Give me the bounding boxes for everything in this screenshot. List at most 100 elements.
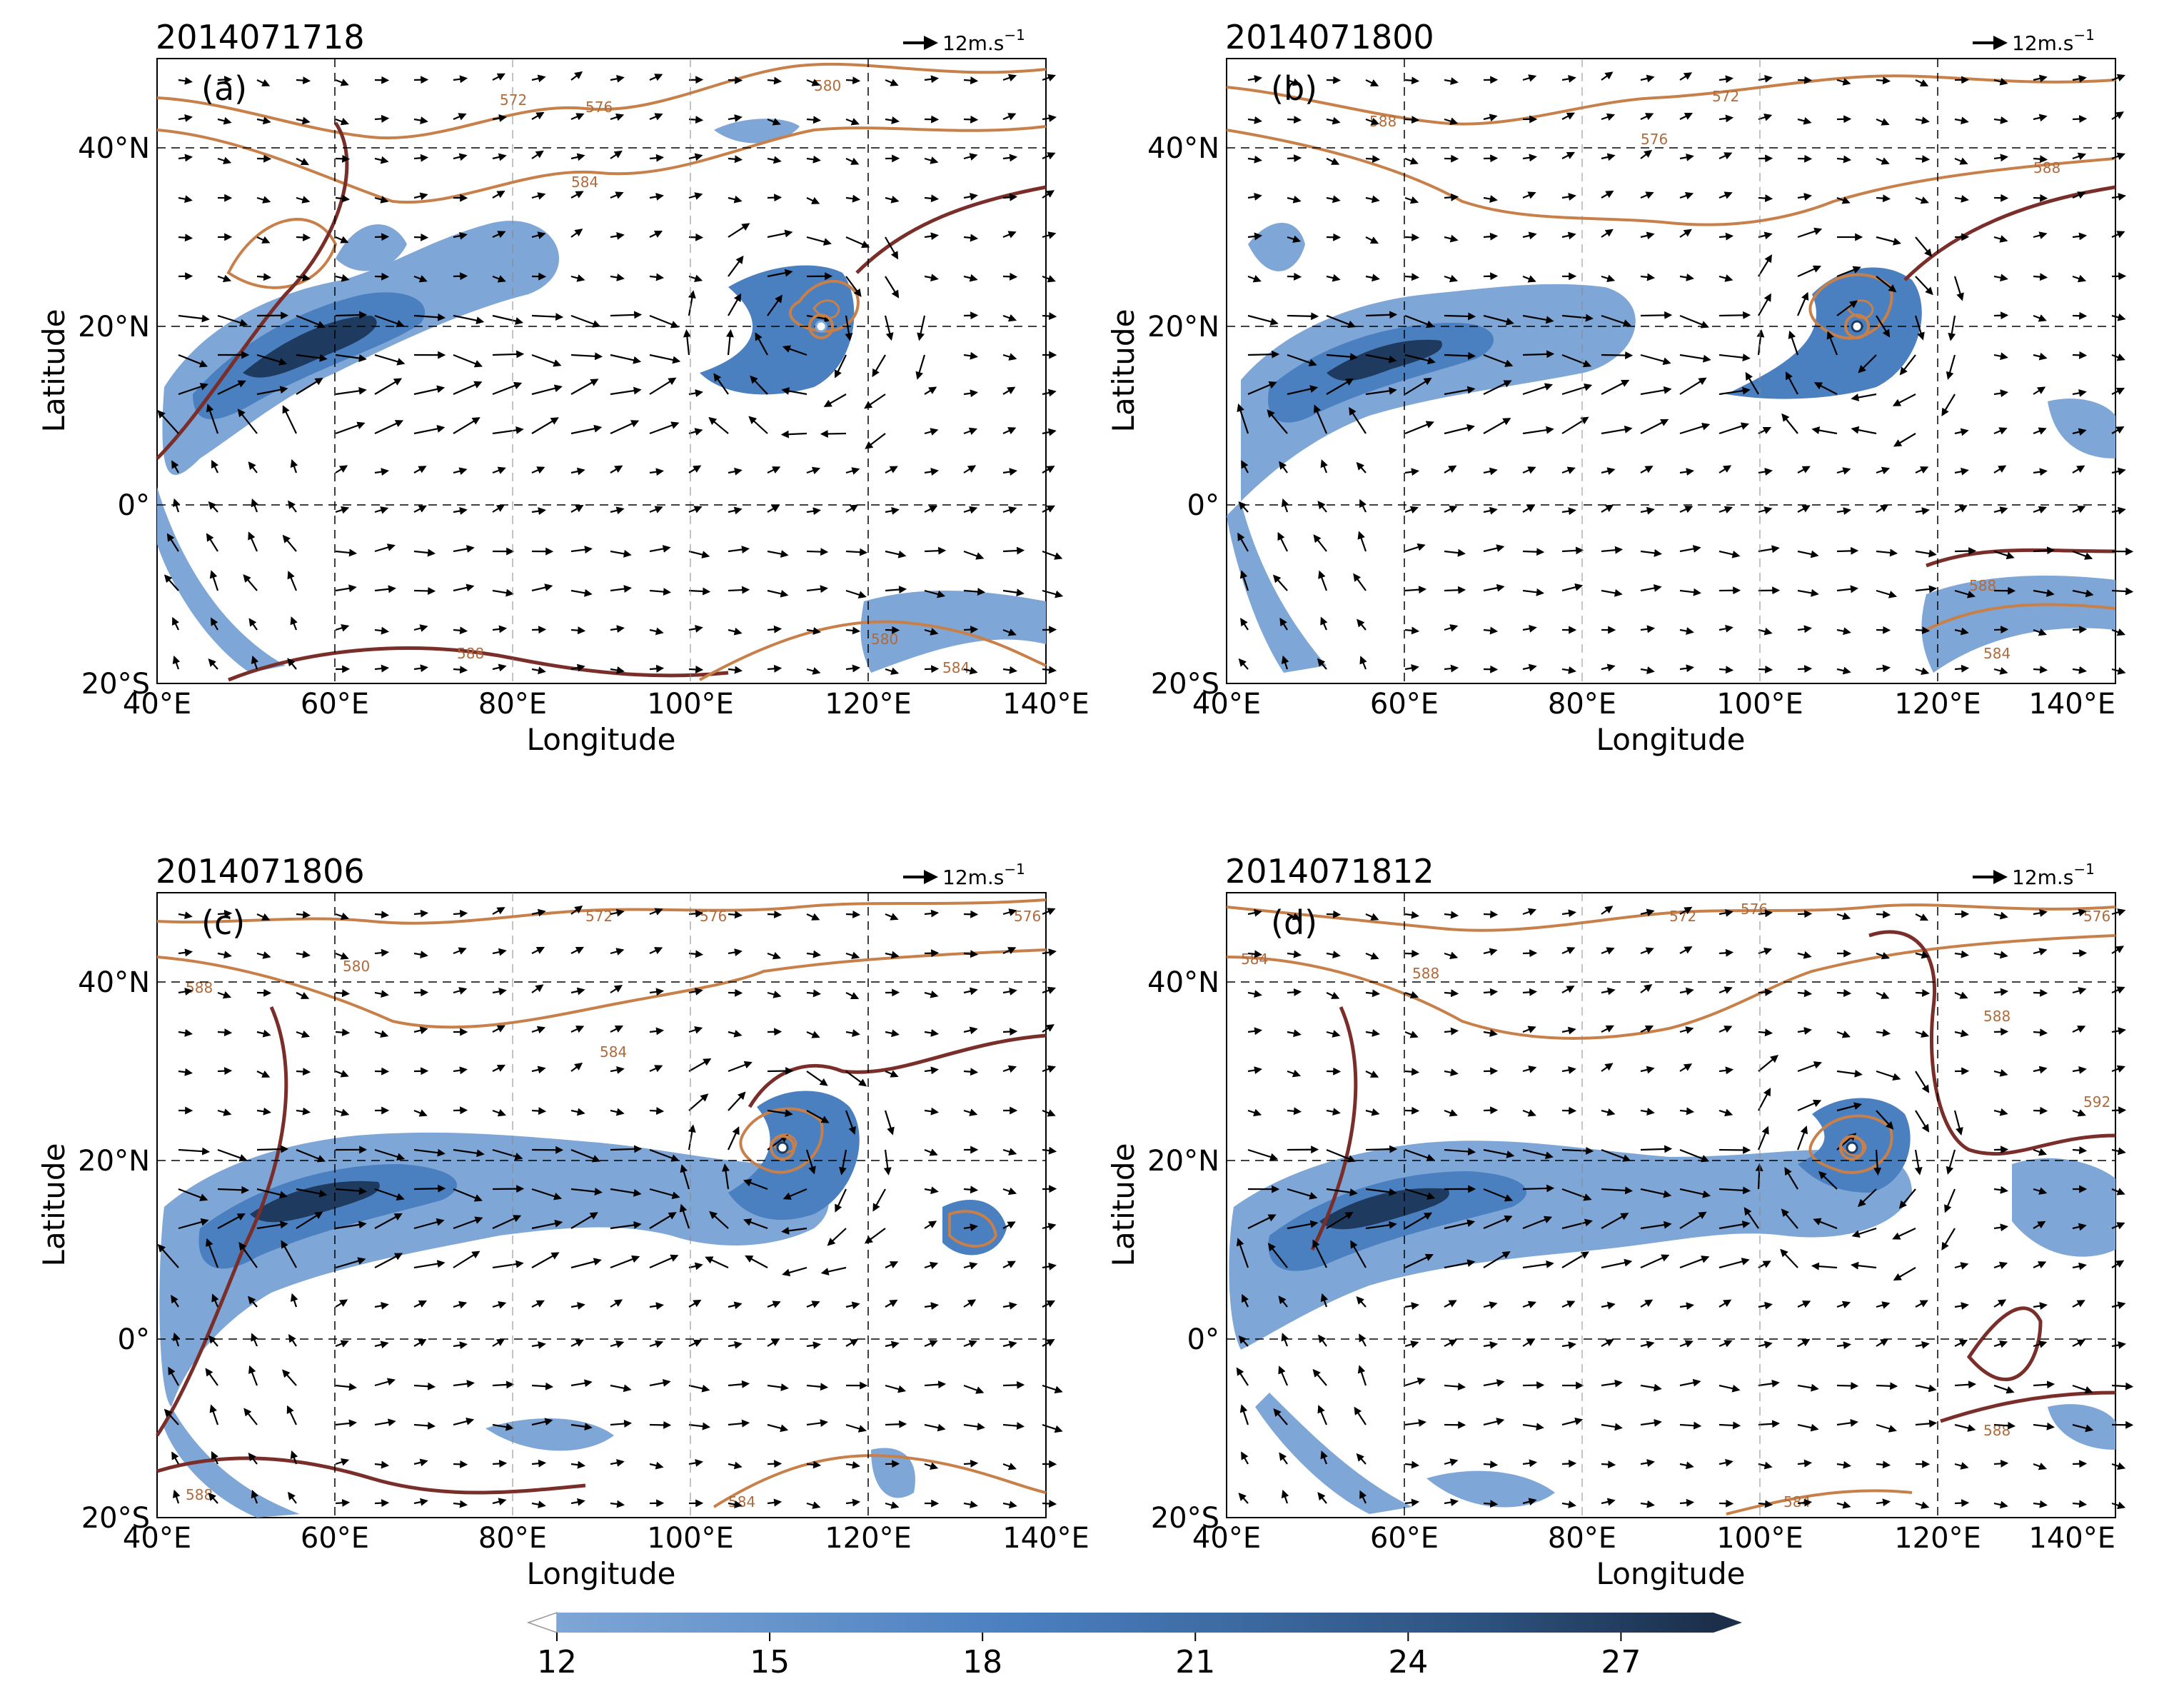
wind-vector-arrow [1601, 351, 1634, 360]
wind-vector-arrow [2033, 546, 2055, 555]
wind-vector-arrow [570, 314, 601, 328]
wind-vector-arrow [1042, 190, 1055, 199]
wind-vector-arrow [767, 1460, 782, 1468]
colorbar-gradient [557, 1613, 1714, 1633]
wind-vector-arrow [845, 992, 860, 999]
wind-vector-arrow [453, 1300, 468, 1309]
wind-vector-arrow [610, 150, 623, 159]
wind-vector-arrow [1941, 394, 1956, 416]
vector-scale-label: 12m.s−1 [2012, 26, 2095, 55]
wind-vector-arrow [806, 1419, 828, 1427]
wind-vector-arrow [767, 952, 781, 960]
x-tick-label: 80°E [1548, 688, 1616, 721]
wind-vector-arrow [963, 427, 977, 436]
wind-vector-arrow [2111, 1106, 2127, 1115]
wind-vector-arrow [649, 1340, 664, 1348]
contour-label: 588 [457, 645, 484, 662]
wind-vector-arrow [296, 950, 311, 958]
wind-vector-arrow [1002, 628, 1017, 636]
wind-vector-arrow [374, 948, 390, 957]
wind-vector-arrow [531, 1418, 553, 1426]
wind-vector-arrow [755, 332, 768, 356]
wind-vector-arrow [1679, 588, 1701, 596]
wind-vector-arrow [728, 627, 743, 636]
wind-vector-arrow [688, 274, 703, 283]
wind-vector-arrow [492, 504, 505, 513]
wind-vector-arrow [1836, 78, 1851, 86]
wind-vector-arrow [1858, 354, 1877, 374]
gridlines [1227, 59, 2115, 683]
wind-vector-arrow [1797, 588, 1819, 597]
wind-vector-arrow [1365, 274, 1380, 282]
wind-vector-arrow [610, 232, 625, 240]
wind-vector-arrow [680, 1164, 690, 1190]
wind-vector-arrow [1755, 1163, 1763, 1190]
wind-vector-arrow [243, 574, 258, 591]
wind-vector-arrow [1915, 667, 1930, 676]
x-axis-label: Longitude [1596, 1556, 1746, 1591]
wind-vector-arrow [1042, 231, 1057, 239]
wind-vector-arrow [335, 311, 368, 319]
colorbar-min-extend [526, 1611, 558, 1634]
wind-vector-arrow [453, 153, 468, 161]
wind-vector-arrow [531, 626, 547, 634]
wind-vector-arrow [1326, 353, 1359, 361]
wind-vector-arrow [570, 71, 583, 81]
wind-vector-arrow [767, 1300, 781, 1308]
wind-vector-arrow [296, 233, 311, 241]
map-plot: 588 572 576 588 588 584 (b) [1226, 58, 2134, 684]
wind-vector-arrow [767, 991, 782, 998]
wind-vector-arrow [1444, 664, 1459, 673]
wind-vector-arrow [649, 506, 663, 513]
wind-vector-arrow [1404, 421, 1434, 435]
wind-vector-arrow [1404, 116, 1420, 124]
wind-vector-arrow [492, 907, 505, 915]
wind-vector-arrow [1483, 195, 1498, 203]
wind-vector-arrow [1601, 190, 1614, 199]
wind-vector-arrow [885, 626, 900, 634]
wind-vector-arrow [688, 192, 703, 200]
wind-vector-arrow [1718, 386, 1751, 396]
wind-vector-arrow [708, 416, 729, 434]
wind-vector-arrow [413, 233, 429, 241]
wind-vector-arrow [492, 1025, 505, 1033]
wind-vector-arrow [806, 989, 822, 998]
wind-vector-arrow [282, 1369, 297, 1386]
wind-vector-arrow [217, 274, 232, 283]
wind-vector-arrow [256, 1029, 271, 1038]
panel-d: 2014071812 12m.s−1 [1106, 852, 2134, 1591]
wind-vector-arrow [2111, 193, 2126, 201]
wind-vector-arrow [251, 498, 258, 513]
contour-label: 584 [942, 659, 970, 676]
wind-vector-arrow [290, 1293, 298, 1308]
wind-vector-arrow [610, 506, 625, 515]
wind-vector-arrow [806, 1300, 820, 1308]
wind-vector-arrow [453, 666, 468, 674]
wind-vector-arrow [296, 354, 328, 362]
wind-vector-arrow [1953, 276, 1964, 301]
wind-vector-arrow [492, 1108, 506, 1117]
wind-vector-arrow [413, 1184, 446, 1193]
wind-vector-arrow [963, 192, 978, 201]
wind-vector-arrow [610, 908, 625, 917]
wind-vector-arrow [1679, 72, 1693, 81]
wind-vector-arrow [649, 545, 671, 553]
wind-vector-arrow [178, 234, 193, 242]
wind-vector-arrow [1718, 232, 1734, 241]
wind-vector-arrow [206, 533, 218, 552]
y-tick-label: 40°N [78, 132, 150, 165]
wind-vector-arrow [1444, 274, 1459, 283]
wind-vector-arrow [1993, 311, 2009, 320]
vector-scale: 12m.s−1 [1973, 26, 2095, 55]
wind-vector-arrow [806, 950, 822, 958]
wind-vector-arrow [374, 1340, 389, 1349]
wind-vector-arrow [413, 1421, 436, 1430]
wind-vectors [1237, 71, 2134, 676]
wind-vector-arrow [688, 1340, 703, 1347]
wind-vector-arrow [1718, 311, 1751, 319]
wind-vector-arrow [531, 192, 546, 200]
wind-vector-arrow [1522, 275, 1536, 283]
wind-vector-arrow [1326, 76, 1342, 84]
wind-vector-arrow [256, 116, 271, 125]
wind-vector-arrow [1718, 1146, 1751, 1154]
